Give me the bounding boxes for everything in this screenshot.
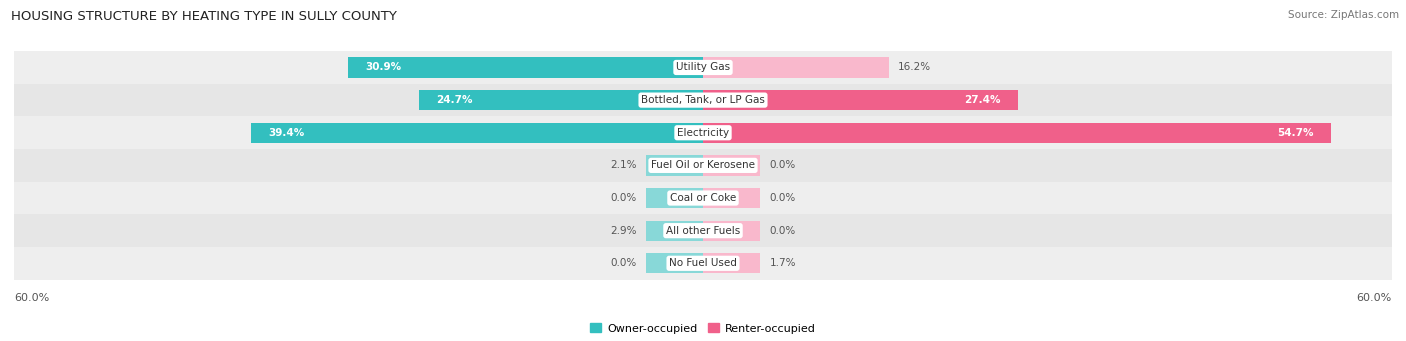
Text: 60.0%: 60.0%	[1357, 293, 1392, 302]
Text: 0.0%: 0.0%	[769, 193, 796, 203]
Text: Bottled, Tank, or LP Gas: Bottled, Tank, or LP Gas	[641, 95, 765, 105]
Text: HOUSING STRUCTURE BY HEATING TYPE IN SULLY COUNTY: HOUSING STRUCTURE BY HEATING TYPE IN SUL…	[11, 10, 396, 23]
Bar	[645, 253, 703, 273]
Bar	[14, 214, 1392, 247]
Legend: Owner-occupied, Renter-occupied: Owner-occupied, Renter-occupied	[586, 319, 820, 338]
Text: 24.7%: 24.7%	[437, 95, 472, 105]
Bar	[703, 188, 761, 208]
Bar	[703, 155, 761, 176]
Bar	[645, 155, 703, 176]
Text: 2.1%: 2.1%	[610, 160, 637, 170]
Text: Utility Gas: Utility Gas	[676, 62, 730, 73]
Bar	[703, 57, 889, 78]
Text: 1.7%: 1.7%	[769, 258, 796, 268]
Bar	[250, 123, 703, 143]
Text: 0.0%: 0.0%	[769, 160, 796, 170]
Bar	[14, 116, 1392, 149]
Text: 2.9%: 2.9%	[610, 226, 637, 236]
Bar	[419, 90, 703, 110]
Text: 60.0%: 60.0%	[14, 293, 49, 302]
Bar	[703, 123, 1331, 143]
Bar	[14, 51, 1392, 84]
Bar	[14, 84, 1392, 116]
Bar	[703, 90, 1018, 110]
Text: Fuel Oil or Kerosene: Fuel Oil or Kerosene	[651, 160, 755, 170]
Text: Electricity: Electricity	[676, 128, 730, 138]
Text: 16.2%: 16.2%	[898, 62, 931, 73]
Bar	[349, 57, 703, 78]
Text: 0.0%: 0.0%	[610, 258, 637, 268]
Bar	[645, 221, 703, 241]
Bar	[703, 221, 761, 241]
Text: 39.4%: 39.4%	[267, 128, 304, 138]
Text: 0.0%: 0.0%	[769, 226, 796, 236]
Bar	[14, 149, 1392, 182]
Text: 27.4%: 27.4%	[965, 95, 1001, 105]
Text: All other Fuels: All other Fuels	[666, 226, 740, 236]
Bar	[703, 253, 761, 273]
Bar	[14, 182, 1392, 214]
Text: Source: ZipAtlas.com: Source: ZipAtlas.com	[1288, 10, 1399, 20]
Text: 30.9%: 30.9%	[366, 62, 402, 73]
Bar	[645, 188, 703, 208]
Bar	[14, 247, 1392, 280]
Text: Coal or Coke: Coal or Coke	[669, 193, 737, 203]
Text: No Fuel Used: No Fuel Used	[669, 258, 737, 268]
Text: 54.7%: 54.7%	[1278, 128, 1313, 138]
Text: 0.0%: 0.0%	[610, 193, 637, 203]
